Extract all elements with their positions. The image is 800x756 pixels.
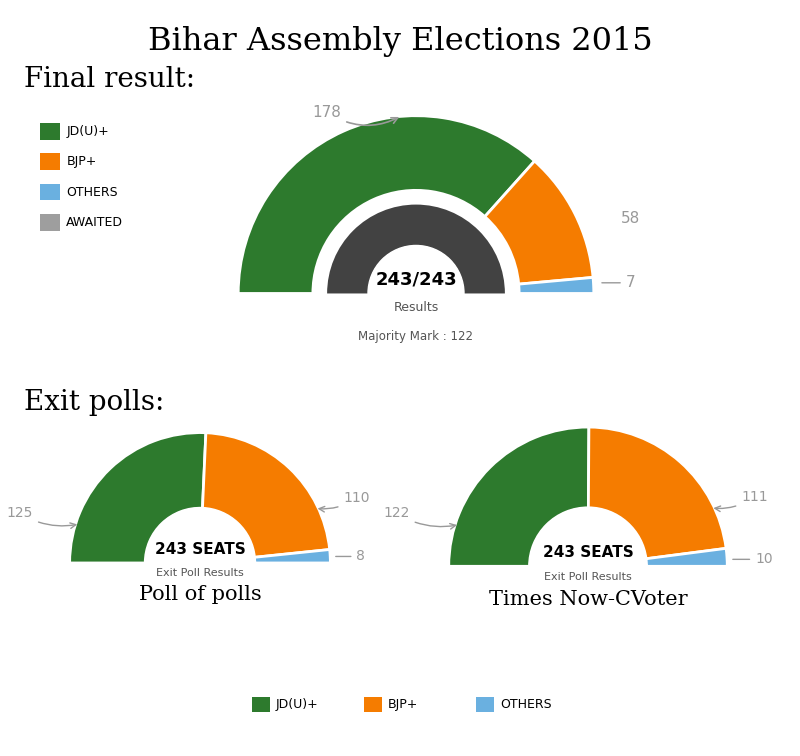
Wedge shape	[588, 427, 726, 559]
Wedge shape	[254, 550, 330, 563]
Circle shape	[146, 508, 254, 618]
Text: 178: 178	[313, 104, 398, 125]
Circle shape	[530, 508, 646, 624]
Text: Poll of polls: Poll of polls	[138, 584, 262, 604]
Wedge shape	[646, 548, 727, 566]
Wedge shape	[70, 432, 206, 563]
Text: 58: 58	[621, 211, 640, 226]
Text: 122: 122	[383, 507, 456, 529]
Wedge shape	[238, 116, 534, 293]
Text: BJP+: BJP+	[388, 698, 418, 711]
Text: 10: 10	[733, 553, 773, 566]
Text: Times Now-CVoter: Times Now-CVoter	[489, 590, 687, 609]
Text: JD(U)+: JD(U)+	[276, 698, 318, 711]
Text: 243 SEATS: 243 SEATS	[154, 543, 246, 557]
Text: OTHERS: OTHERS	[500, 698, 552, 711]
Text: AWAITED: AWAITED	[66, 215, 123, 229]
Text: 243/243: 243/243	[375, 270, 457, 288]
Text: BJP+: BJP+	[66, 155, 97, 169]
Text: JD(U)+: JD(U)+	[66, 125, 109, 138]
Text: 110: 110	[319, 491, 370, 512]
Text: Results: Results	[394, 301, 438, 314]
Text: Exit Poll Results: Exit Poll Results	[156, 569, 244, 578]
Wedge shape	[202, 432, 330, 557]
Text: Bihar Assembly Elections 2015: Bihar Assembly Elections 2015	[148, 26, 652, 57]
Text: Final result:: Final result:	[24, 66, 195, 93]
Text: 8: 8	[336, 550, 366, 563]
Text: Exit polls:: Exit polls:	[24, 389, 164, 417]
Wedge shape	[449, 427, 589, 566]
Text: 111: 111	[715, 490, 768, 512]
Text: Majority Mark : 122: Majority Mark : 122	[358, 330, 474, 342]
Wedge shape	[327, 205, 505, 293]
Wedge shape	[518, 277, 594, 293]
Text: Exit Poll Results: Exit Poll Results	[544, 572, 632, 582]
Text: 125: 125	[6, 507, 76, 528]
Circle shape	[368, 246, 464, 342]
Text: 243 SEATS: 243 SEATS	[542, 545, 634, 560]
Text: OTHERS: OTHERS	[66, 185, 118, 199]
Wedge shape	[485, 161, 593, 284]
Text: 7: 7	[602, 275, 635, 290]
